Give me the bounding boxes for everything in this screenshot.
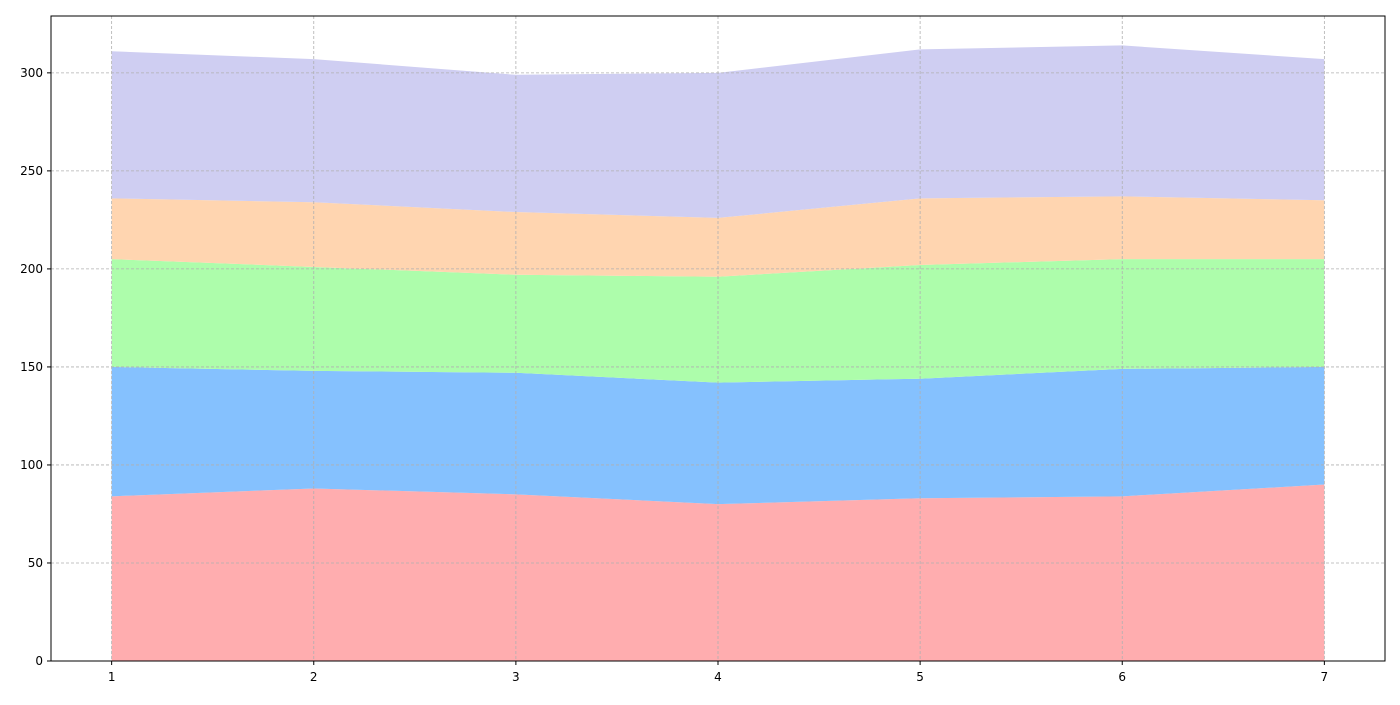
y-tick-label: 300	[20, 66, 43, 80]
y-tick-label: 50	[28, 556, 43, 570]
area-series-3	[111, 259, 1325, 383]
x-tick-label: 6	[1118, 670, 1126, 684]
x-tick-label: 5	[916, 670, 924, 684]
area-series-2	[111, 366, 1325, 505]
y-tick-label: 150	[20, 360, 43, 374]
x-tick-label: 4	[714, 670, 722, 684]
x-tick-label: 7	[1321, 670, 1329, 684]
grid	[51, 16, 1385, 662]
axes: 1 2 3 4 5 6 7 0 50 100 150 200 250 300	[20, 66, 1328, 684]
plot-frame	[50, 15, 1386, 662]
x-tick-label: 3	[512, 670, 520, 684]
x-tick-label: 1	[108, 670, 116, 684]
y-tick-label: 100	[20, 458, 43, 472]
y-tick-label: 0	[35, 654, 43, 668]
y-tick-label: 200	[20, 262, 43, 276]
y-tick-label: 250	[20, 164, 43, 178]
x-tick-label: 2	[310, 670, 318, 684]
